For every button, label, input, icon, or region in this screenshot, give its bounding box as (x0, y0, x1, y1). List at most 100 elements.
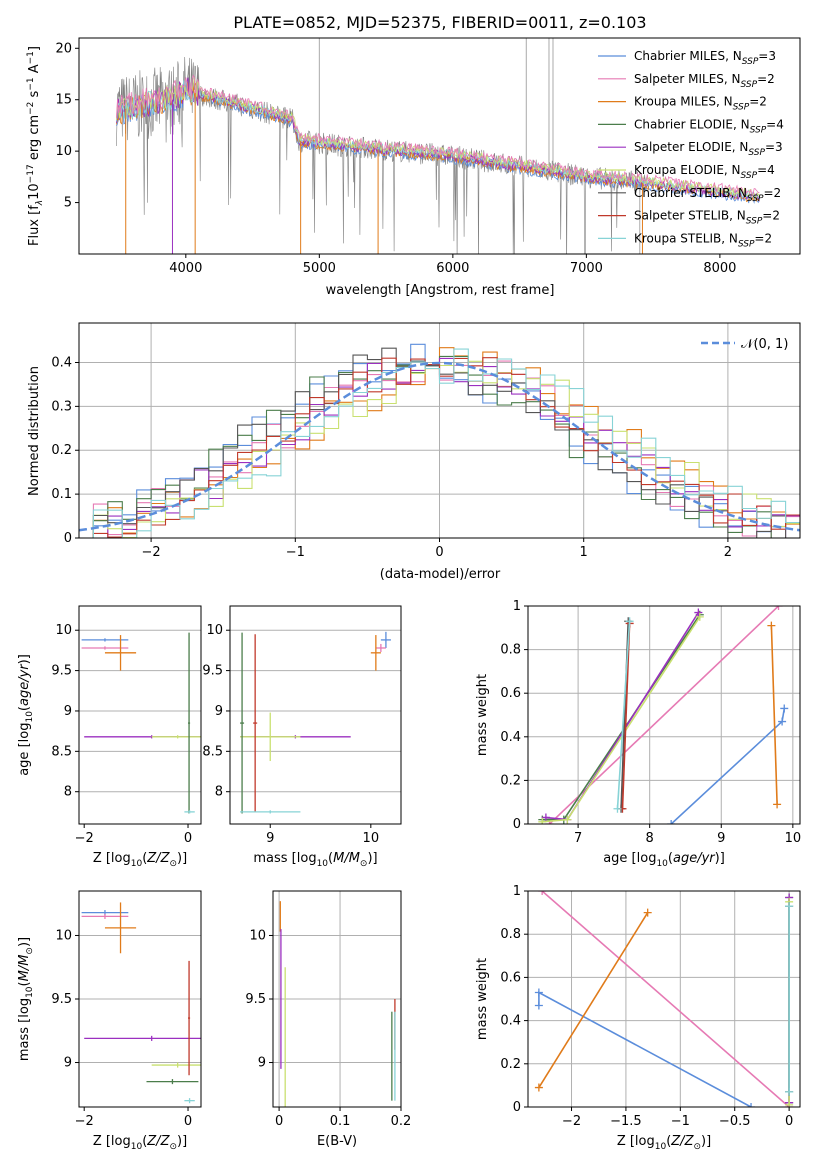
legend-label: Chabrier STELIB, NSSP=2 (634, 186, 781, 204)
y-tick-label: 9 (64, 1056, 72, 1071)
error-bar-point (370, 635, 381, 671)
normal-legend-label: 𝒩(0, 1) (741, 337, 788, 352)
weight-marker (538, 817, 547, 824)
x-tick-label: 8 (646, 831, 654, 846)
weight-line (770, 625, 778, 805)
y-tick-label: 0.4 (500, 1014, 521, 1029)
y-axis-label: Normed distribution (27, 366, 42, 496)
y-tick-label: 10 (249, 928, 266, 943)
y-tick-label: 9.5 (245, 992, 266, 1007)
y-tick-label: 8 (215, 785, 223, 800)
x-tick-label: −2 (142, 545, 161, 560)
weight-marker (767, 621, 776, 630)
plot-area (79, 629, 201, 814)
weight-marker (785, 1100, 794, 1107)
weight-marker (774, 606, 783, 610)
x-tick-label: 7 (574, 831, 582, 846)
x-tick-label: 10 (785, 831, 802, 846)
y-tick-label: 0 (513, 817, 521, 832)
y-tick-label: 10 (55, 623, 72, 638)
weight-marker (785, 1087, 794, 1096)
plot-area (538, 606, 789, 824)
weight-marker (643, 908, 652, 917)
weight-vs-age-panel: 7 8 9 10 0 0.2 0.4 0.6 0.8 1 age [log10(age/yr)] ma… (475, 599, 801, 869)
x-axis-label: E(B-V) (317, 1134, 357, 1149)
error-bar-point (240, 810, 301, 814)
residual-histogram-panel: −2 −1 0 1 2 0 0.1 0.2 0.3 0.4 (data-model)/error No… (27, 322, 801, 582)
histogram-step (79, 348, 800, 538)
weight-marker (785, 902, 794, 911)
x-tick-label: 0 (184, 1114, 192, 1129)
weight-marker (534, 1001, 543, 1010)
error-bar-point (240, 712, 301, 762)
y-tick-label: 10 (55, 928, 72, 943)
weight-line (548, 606, 780, 824)
spectrum-legend: Chabrier MILES, NSSP=3 Salpeter MILES, NS… (598, 49, 784, 249)
y-tick-label: 9.5 (51, 992, 72, 1007)
x-axis-label: Z [log10(Z/Z⊙)] (93, 1134, 187, 1152)
error-bar-point (184, 1098, 195, 1104)
x-tick-label: −2 (562, 1114, 581, 1129)
plot-area (534, 891, 794, 1107)
x-tick-label: 10 (363, 831, 380, 846)
y-tick-label: 0.1 (51, 487, 72, 502)
error-bar-point (104, 902, 137, 954)
error-bar-point (188, 960, 191, 1076)
axes-frame (527, 890, 801, 1108)
normal-curve (79, 361, 800, 532)
error-bar-point (184, 810, 195, 814)
y-axis-label: mass weight (475, 958, 490, 1040)
error-bar-point (151, 1062, 201, 1068)
x-tick-label: −2 (75, 831, 94, 846)
weight-marker (625, 617, 634, 626)
plot-area (79, 343, 800, 538)
model-spectrum (116, 81, 760, 203)
weight-line (542, 614, 701, 821)
weight-marker (695, 612, 704, 621)
error-bar-point (146, 1079, 199, 1085)
weight-marker (541, 813, 550, 822)
legend-label: Kroupa ELODIE, NSSP=4 (634, 163, 775, 181)
error-bar-point (380, 631, 391, 648)
weight-marker (667, 820, 676, 824)
y-axis-label: Flux [fλ10−17 erg cm−2 s−1 A−1] (26, 46, 45, 246)
plot-area (79, 902, 201, 1104)
y-tick-label: 0.6 (500, 970, 521, 985)
weight-marker (563, 815, 572, 824)
weight-marker (778, 717, 787, 726)
legend-label: Chabrier MILES, NSSP=3 (634, 49, 776, 67)
legend-label: Kroupa MILES, NSSP=2 (634, 95, 767, 113)
y-tick-label: 0.2 (51, 443, 72, 458)
legend-label: Salpeter MILES, NSSP=2 (634, 72, 775, 90)
y-tick-label: 8.5 (202, 744, 223, 759)
axes-frame (527, 605, 801, 825)
error-bar-point (151, 735, 201, 739)
legend-label: Salpeter STELIB, NSSP=2 (634, 209, 780, 227)
weight-marker (613, 804, 622, 813)
legend-label: Chabrier ELODIE, NSSP=4 (634, 117, 784, 135)
error-bar-point (375, 643, 386, 653)
y-tick-label: 9 (215, 704, 223, 719)
y-tick-label: 0.8 (500, 643, 521, 658)
x-tick-label: 5000 (303, 261, 336, 276)
y-tick-label: 0 (513, 1100, 521, 1115)
y-tick-label: 0.8 (500, 927, 521, 942)
y-tick-label: 9 (64, 704, 72, 719)
y-tick-label: 1 (513, 884, 521, 899)
y-tick-label: 5 (64, 196, 72, 211)
x-tick-label: 0 (275, 1114, 283, 1129)
y-tick-label: 0.2 (500, 1057, 521, 1072)
x-axis-label: (data-model)/error (380, 567, 501, 582)
age-vs-metallicity-panel: −2 0 8 8.5 9 9.5 10 Z [log10(Z/Z⊙)] age [log10(a… (17, 605, 202, 869)
x-axis-label: Z [log10(Z/Z⊙)] (617, 1134, 711, 1152)
x-axis-label: wavelength [Angstrom, rest frame] (326, 283, 555, 298)
weight-line (621, 623, 631, 809)
error-bar-point (81, 638, 129, 642)
x-tick-label: 0.2 (391, 1114, 412, 1129)
plot-area (230, 629, 401, 814)
y-tick-label: 15 (55, 93, 72, 108)
x-tick-label: 8000 (703, 261, 736, 276)
weight-line (538, 991, 752, 1107)
y-tick-label: 20 (55, 41, 72, 56)
